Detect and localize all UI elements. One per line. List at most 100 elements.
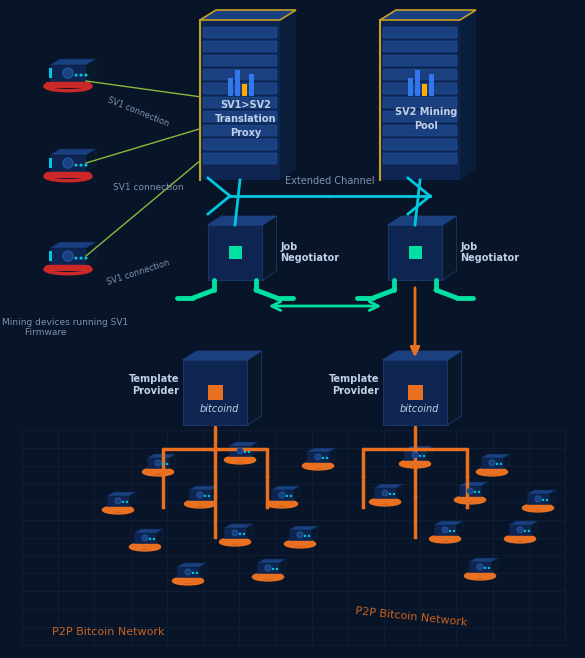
- Polygon shape: [86, 59, 96, 81]
- Text: SV1>SV2
Translation
Proxy: SV1>SV2 Translation Proxy: [215, 100, 277, 138]
- Bar: [49, 68, 52, 78]
- Polygon shape: [246, 524, 253, 538]
- Bar: [408, 385, 422, 400]
- Bar: [408, 78, 413, 96]
- Polygon shape: [224, 528, 246, 538]
- Circle shape: [308, 535, 310, 537]
- Text: Mining devices running SV1
        Firmware: Mining devices running SV1 Firmware: [2, 318, 128, 338]
- Circle shape: [185, 569, 191, 575]
- Polygon shape: [307, 448, 336, 452]
- FancyBboxPatch shape: [383, 111, 457, 122]
- Polygon shape: [200, 20, 280, 180]
- Polygon shape: [509, 521, 538, 525]
- Polygon shape: [50, 155, 86, 171]
- Polygon shape: [456, 521, 463, 535]
- Polygon shape: [396, 484, 403, 498]
- Polygon shape: [434, 521, 463, 525]
- Polygon shape: [271, 490, 293, 500]
- Polygon shape: [304, 463, 332, 468]
- Polygon shape: [257, 563, 279, 573]
- Circle shape: [297, 532, 303, 538]
- Circle shape: [166, 463, 168, 465]
- Polygon shape: [371, 499, 399, 504]
- Polygon shape: [466, 573, 494, 578]
- Polygon shape: [229, 442, 258, 446]
- Polygon shape: [147, 454, 176, 458]
- Bar: [415, 70, 420, 96]
- Polygon shape: [404, 446, 433, 450]
- Circle shape: [517, 527, 523, 533]
- Circle shape: [162, 463, 164, 465]
- Polygon shape: [469, 562, 491, 572]
- Polygon shape: [531, 521, 538, 535]
- Circle shape: [496, 463, 498, 465]
- Bar: [49, 251, 52, 261]
- Polygon shape: [46, 265, 90, 271]
- Circle shape: [326, 457, 328, 459]
- Bar: [249, 74, 254, 96]
- Polygon shape: [134, 529, 163, 533]
- Circle shape: [315, 454, 321, 460]
- Circle shape: [84, 74, 88, 76]
- Circle shape: [80, 74, 82, 76]
- Circle shape: [546, 499, 548, 501]
- Circle shape: [153, 538, 155, 540]
- Polygon shape: [183, 351, 261, 360]
- Bar: [229, 246, 242, 259]
- Circle shape: [74, 164, 77, 166]
- Polygon shape: [107, 492, 136, 496]
- Polygon shape: [280, 10, 296, 180]
- FancyBboxPatch shape: [203, 83, 277, 94]
- Bar: [235, 70, 240, 96]
- Polygon shape: [478, 469, 506, 474]
- Polygon shape: [491, 558, 498, 572]
- Circle shape: [84, 257, 88, 260]
- Circle shape: [453, 530, 455, 532]
- Circle shape: [149, 538, 151, 540]
- Polygon shape: [527, 490, 556, 494]
- Bar: [242, 84, 247, 96]
- Circle shape: [442, 527, 448, 533]
- Polygon shape: [263, 216, 277, 280]
- Circle shape: [290, 495, 292, 497]
- Circle shape: [74, 257, 77, 260]
- Circle shape: [488, 567, 490, 569]
- FancyBboxPatch shape: [383, 139, 457, 150]
- Polygon shape: [380, 20, 460, 180]
- Circle shape: [237, 448, 243, 454]
- Text: SV1 connection: SV1 connection: [113, 184, 183, 193]
- Polygon shape: [426, 446, 433, 460]
- Circle shape: [489, 460, 495, 466]
- Polygon shape: [268, 501, 296, 506]
- Circle shape: [84, 164, 88, 166]
- Circle shape: [272, 568, 274, 570]
- Polygon shape: [254, 574, 282, 579]
- Bar: [49, 158, 52, 168]
- Polygon shape: [509, 525, 531, 535]
- Text: Template
Provider: Template Provider: [129, 374, 180, 395]
- FancyBboxPatch shape: [203, 27, 277, 38]
- Polygon shape: [329, 448, 336, 462]
- Polygon shape: [107, 496, 129, 506]
- Text: Job
Negotiator: Job Negotiator: [280, 241, 340, 263]
- Circle shape: [524, 530, 526, 532]
- Circle shape: [322, 457, 324, 459]
- FancyBboxPatch shape: [383, 83, 457, 94]
- Polygon shape: [144, 469, 172, 474]
- Polygon shape: [147, 458, 169, 468]
- Circle shape: [122, 501, 124, 503]
- Text: Template
Provider: Template Provider: [329, 374, 380, 395]
- Polygon shape: [177, 567, 199, 577]
- Polygon shape: [104, 507, 132, 512]
- Polygon shape: [257, 559, 286, 563]
- Circle shape: [243, 533, 245, 535]
- Text: Extended Channel: Extended Channel: [285, 176, 375, 186]
- Text: P2P Bitcoin Network: P2P Bitcoin Network: [355, 606, 468, 628]
- Circle shape: [244, 451, 246, 453]
- Polygon shape: [481, 458, 503, 468]
- Polygon shape: [221, 539, 249, 544]
- Circle shape: [208, 495, 210, 497]
- Circle shape: [239, 533, 241, 535]
- Polygon shape: [174, 578, 202, 583]
- Polygon shape: [211, 486, 218, 500]
